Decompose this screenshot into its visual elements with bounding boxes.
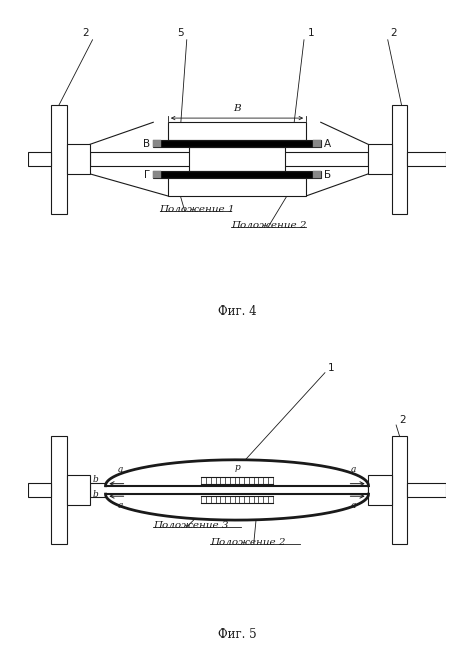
- Text: Положение 1: Положение 1: [160, 205, 235, 214]
- Bar: [90, 152, 368, 165]
- Text: a: a: [118, 465, 123, 474]
- Text: Г: Г: [144, 170, 150, 180]
- Bar: [153, 172, 161, 178]
- Bar: [51, 436, 66, 544]
- Bar: [153, 140, 321, 147]
- Bar: [27, 152, 51, 165]
- Text: a: a: [118, 500, 123, 510]
- Text: Положение 3: Положение 3: [153, 521, 229, 531]
- Bar: [168, 122, 306, 140]
- Bar: [90, 483, 368, 496]
- Bar: [160, 141, 314, 147]
- Text: Положение 2: Положение 2: [210, 538, 285, 547]
- Text: Б: Б: [324, 170, 331, 180]
- Bar: [160, 172, 314, 178]
- Text: р: р: [234, 464, 240, 472]
- Text: Фиг. 5: Фиг. 5: [218, 628, 256, 641]
- Bar: [313, 172, 321, 178]
- Text: Фиг. 4: Фиг. 4: [218, 306, 256, 318]
- Bar: [368, 475, 392, 505]
- Bar: [153, 171, 321, 178]
- Bar: [168, 178, 306, 196]
- Bar: [51, 105, 66, 214]
- Text: b: b: [92, 490, 98, 499]
- Bar: [408, 152, 447, 165]
- Text: В: В: [233, 104, 241, 113]
- Bar: [392, 436, 408, 544]
- Text: 1: 1: [328, 362, 335, 373]
- Polygon shape: [106, 460, 368, 486]
- Text: 1: 1: [308, 27, 315, 38]
- Text: А: А: [324, 139, 331, 149]
- Text: b: b: [92, 476, 98, 484]
- Bar: [392, 105, 408, 214]
- Bar: [313, 140, 321, 147]
- Text: 2: 2: [391, 27, 397, 38]
- Text: a: a: [351, 465, 356, 474]
- Text: b: b: [376, 476, 382, 484]
- Bar: [153, 140, 161, 147]
- Bar: [189, 147, 285, 171]
- Text: 2: 2: [82, 27, 89, 38]
- Text: a: a: [351, 500, 356, 510]
- Bar: [408, 483, 447, 496]
- Text: 5: 5: [177, 27, 184, 38]
- Text: 2: 2: [399, 415, 406, 425]
- Text: Положение 2: Положение 2: [231, 221, 306, 230]
- Bar: [368, 145, 392, 174]
- Text: b: b: [376, 490, 382, 499]
- Bar: [66, 145, 90, 174]
- Text: В: В: [143, 139, 150, 149]
- Bar: [66, 475, 90, 505]
- Bar: [27, 483, 51, 496]
- Polygon shape: [106, 494, 368, 520]
